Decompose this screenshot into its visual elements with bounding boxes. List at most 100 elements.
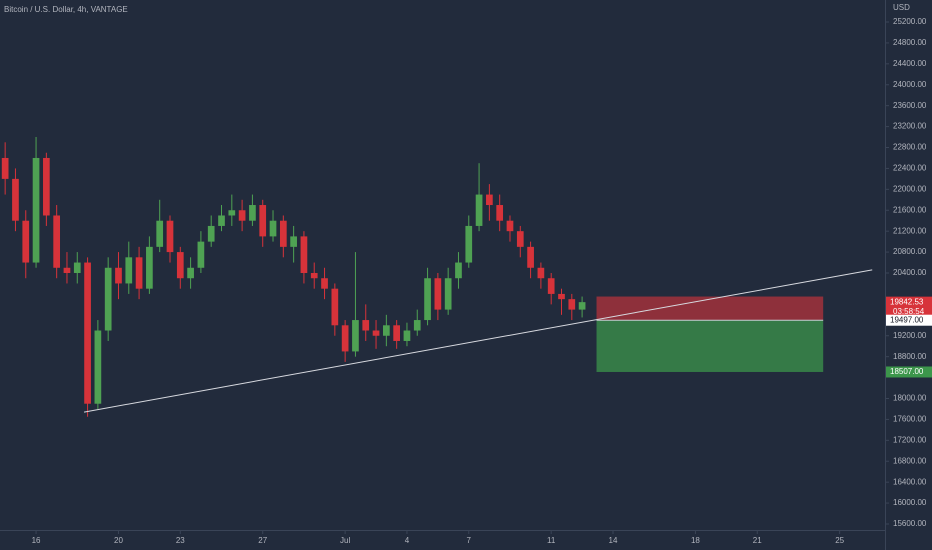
y-tick-label: 21200.00 (893, 226, 927, 235)
candle-body (73, 262, 81, 274)
y-tick-label: 19200.00 (893, 331, 927, 340)
candle-body (383, 325, 390, 336)
candle-body (341, 325, 349, 352)
candle-body (578, 302, 586, 310)
candle-body (125, 257, 133, 284)
candle-body (115, 267, 122, 284)
candle-body (84, 262, 91, 404)
y-tick-label: 24400.00 (893, 59, 927, 68)
x-tick-label: 20 (114, 536, 123, 545)
x-tick-label: 11 (547, 536, 556, 545)
candle-body (300, 236, 308, 274)
candle-body (516, 231, 524, 247)
candle-body (176, 252, 184, 279)
candle-body (310, 273, 318, 279)
stop-zone (596, 296, 824, 321)
y-tick-label: 20400.00 (893, 268, 927, 277)
y-tick-label: 21600.00 (893, 205, 927, 214)
countdown-label: 03:58:54 (893, 307, 925, 316)
x-tick-label: 18 (691, 536, 700, 545)
candle-body (197, 241, 205, 268)
candle-body (547, 278, 555, 294)
candle-body (135, 257, 143, 289)
x-tick-label: 4 (405, 536, 410, 545)
candle-body (444, 278, 452, 310)
x-tick-label: 27 (258, 536, 267, 545)
candle-body (475, 194, 483, 226)
candle-body (1, 157, 9, 179)
y-tick-label: 17600.00 (893, 415, 927, 424)
candle-body (104, 267, 112, 331)
candle-body (434, 278, 442, 310)
candle-body (558, 293, 565, 300)
candle-body (156, 220, 164, 247)
x-tick-label: Jul (340, 536, 350, 545)
candle-body (146, 246, 153, 289)
trend-line (83, 269, 873, 413)
current-price-label-bg (886, 296, 932, 317)
candle-body (22, 220, 30, 263)
candle-body (568, 299, 576, 310)
candle-body (53, 215, 61, 268)
y-tick-label: 17200.00 (893, 435, 927, 444)
candle-body (94, 330, 102, 404)
x-tick-label: 7 (467, 536, 472, 545)
candle-body (527, 246, 534, 268)
currency-label: USD (893, 3, 910, 12)
candle-body (455, 262, 462, 279)
x-tick-label: 21 (753, 536, 762, 545)
candle-body (12, 178, 19, 221)
y-tick-label: 15600.00 (893, 519, 927, 528)
y-tick-label: 23600.00 (893, 101, 927, 110)
candle-body (166, 220, 174, 253)
candle-body (238, 210, 246, 221)
candle-body (249, 205, 256, 221)
y-tick-label: 24000.00 (893, 80, 927, 89)
candle-body (413, 320, 421, 331)
y-tick-label: 25200.00 (893, 17, 927, 26)
candle-body (362, 320, 370, 331)
candle-body (393, 325, 401, 341)
y-tick-label: 20800.00 (893, 247, 927, 256)
x-tick-label: 16 (32, 536, 41, 545)
entry-price-label: 19497.00 (890, 315, 924, 324)
candle-body (259, 205, 267, 237)
x-tick-label: 23 (176, 536, 185, 545)
chart-title: Bitcoin / U.S. Dollar, 4h, VANTAGE (4, 5, 128, 14)
y-tick-label: 24800.00 (893, 38, 927, 47)
target-price-label-bg (886, 366, 932, 378)
candle-body (207, 225, 215, 242)
y-tick-label: 22000.00 (893, 184, 927, 193)
candle-body (63, 267, 71, 274)
candle-body (269, 220, 277, 237)
x-tick-label: 25 (835, 536, 844, 545)
candle-body (403, 330, 411, 341)
entry-price-label-bg (886, 314, 932, 326)
target-zone (596, 320, 824, 372)
candle-body (331, 288, 339, 326)
candle-body (506, 220, 514, 232)
y-tick-label: 22400.00 (893, 164, 927, 173)
candle-body (321, 278, 328, 289)
candle-body (424, 278, 431, 321)
y-tick-label: 18800.00 (893, 352, 927, 361)
candle-body (43, 157, 50, 216)
candle-body (228, 210, 236, 216)
y-tick-label: 16000.00 (893, 498, 927, 507)
target-price-label: 18507.00 (890, 367, 924, 376)
current-price-label: 19842.53 (890, 297, 924, 306)
candle-body (218, 215, 225, 226)
y-tick-label: 18000.00 (893, 394, 927, 403)
y-tick-label: 16800.00 (893, 456, 927, 465)
candle-body (465, 225, 473, 263)
candle-body (279, 220, 287, 247)
candle-body (496, 205, 504, 221)
candle-body (537, 267, 545, 279)
x-tick-label: 14 (609, 536, 618, 545)
y-tick-label: 16400.00 (893, 477, 927, 486)
candle-body (32, 157, 40, 263)
y-tick-label: 23200.00 (893, 122, 927, 131)
